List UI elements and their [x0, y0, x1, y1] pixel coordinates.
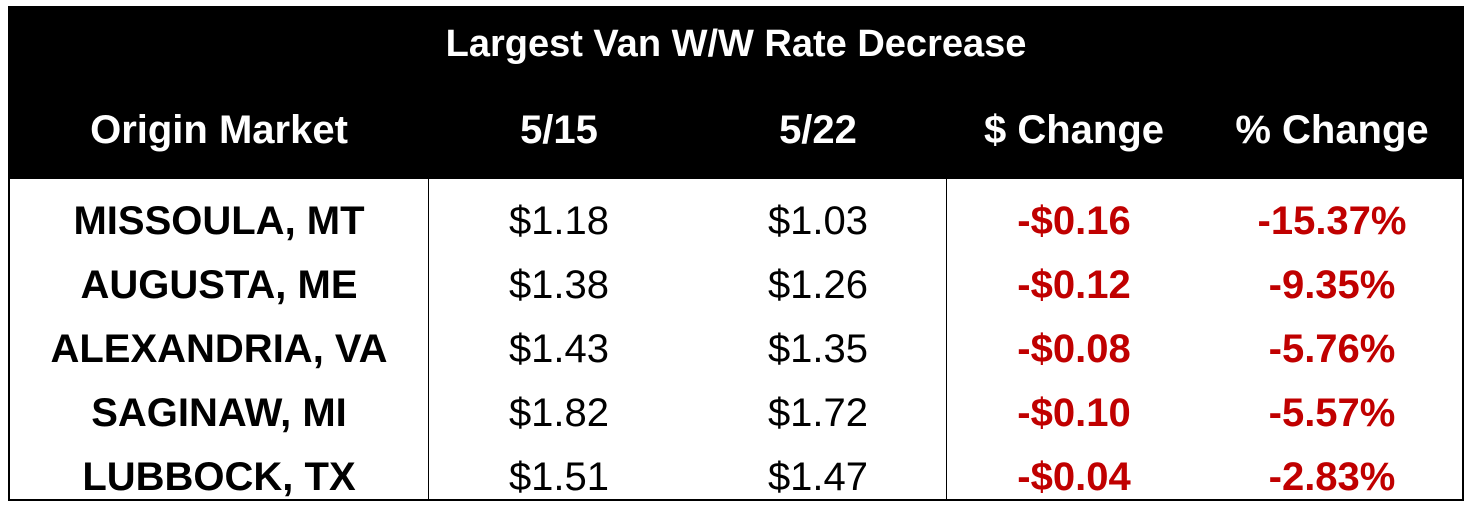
- cell-dollar-change: -$0.12: [1017, 263, 1131, 307]
- column-header-pct-change: % Change: [1235, 108, 1429, 152]
- cell-dollar-change: -$0.16: [1017, 199, 1131, 243]
- cell-curr-rate: $1.26: [767, 263, 869, 307]
- cell-pct-change: -15.37%: [1257, 199, 1407, 243]
- cell-dollar-change: -$0.10: [1017, 391, 1131, 435]
- table-row: ALEXANDRIA, VA $1.43 $1.35 -$0.08 -5.76%: [10, 317, 1462, 381]
- column-divider-change: [946, 179, 947, 499]
- column-headers: Origin Market 5/15 5/22 $ Change % Chang…: [10, 92, 1462, 168]
- table-row: SAGINAW, MI $1.82 $1.72 -$0.10 -5.57%: [10, 381, 1462, 445]
- cell-curr-rate: $1.03: [767, 199, 869, 243]
- cell-prev-rate: $1.51: [508, 455, 610, 499]
- column-header-origin-market: Origin Market: [90, 108, 348, 152]
- column-header-prev-week: 5/15: [520, 108, 598, 152]
- cell-origin-market: MISSOULA, MT: [73, 199, 365, 243]
- cell-origin-market: LUBBOCK, TX: [82, 455, 356, 499]
- cell-pct-change: -9.35%: [1268, 263, 1396, 307]
- cell-prev-rate: $1.43: [508, 327, 610, 371]
- cell-prev-rate: $1.38: [508, 263, 610, 307]
- rate-table: Largest Van W/W Rate Decrease Origin Mar…: [8, 6, 1464, 501]
- cell-curr-rate: $1.47: [767, 455, 869, 499]
- cell-prev-rate: $1.82: [508, 391, 610, 435]
- column-divider-market: [428, 179, 429, 499]
- cell-curr-rate: $1.35: [767, 327, 869, 371]
- cell-dollar-change: -$0.04: [1017, 455, 1131, 499]
- cell-dollar-change: -$0.08: [1017, 327, 1131, 371]
- column-header-curr-week: 5/22: [779, 108, 857, 152]
- cell-origin-market: AUGUSTA, ME: [80, 263, 358, 307]
- table-body: MISSOULA, MT $1.18 $1.03 -$0.16 -15.37% AUGUS…: [10, 179, 1462, 499]
- cell-origin-market: SAGINAW, MI: [91, 391, 347, 435]
- table-row: LUBBOCK, TX $1.51 $1.47 -$0.04 -2.83%: [10, 445, 1462, 509]
- table-header: Largest Van W/W Rate Decrease Origin Mar…: [10, 8, 1462, 179]
- cell-curr-rate: $1.72: [767, 391, 869, 435]
- cell-pct-change: -5.76%: [1268, 327, 1396, 371]
- cell-origin-market: ALEXANDRIA, VA: [50, 327, 388, 371]
- cell-prev-rate: $1.18: [508, 199, 610, 243]
- table-title: Largest Van W/W Rate Decrease: [445, 23, 1027, 65]
- table-row: AUGUSTA, ME $1.38 $1.26 -$0.12 -9.35%: [10, 253, 1462, 317]
- cell-pct-change: -2.83%: [1268, 455, 1396, 499]
- cell-pct-change: -5.57%: [1268, 391, 1396, 435]
- table-row: MISSOULA, MT $1.18 $1.03 -$0.16 -15.37%: [10, 189, 1462, 253]
- column-header-dollar-change: $ Change: [983, 108, 1165, 152]
